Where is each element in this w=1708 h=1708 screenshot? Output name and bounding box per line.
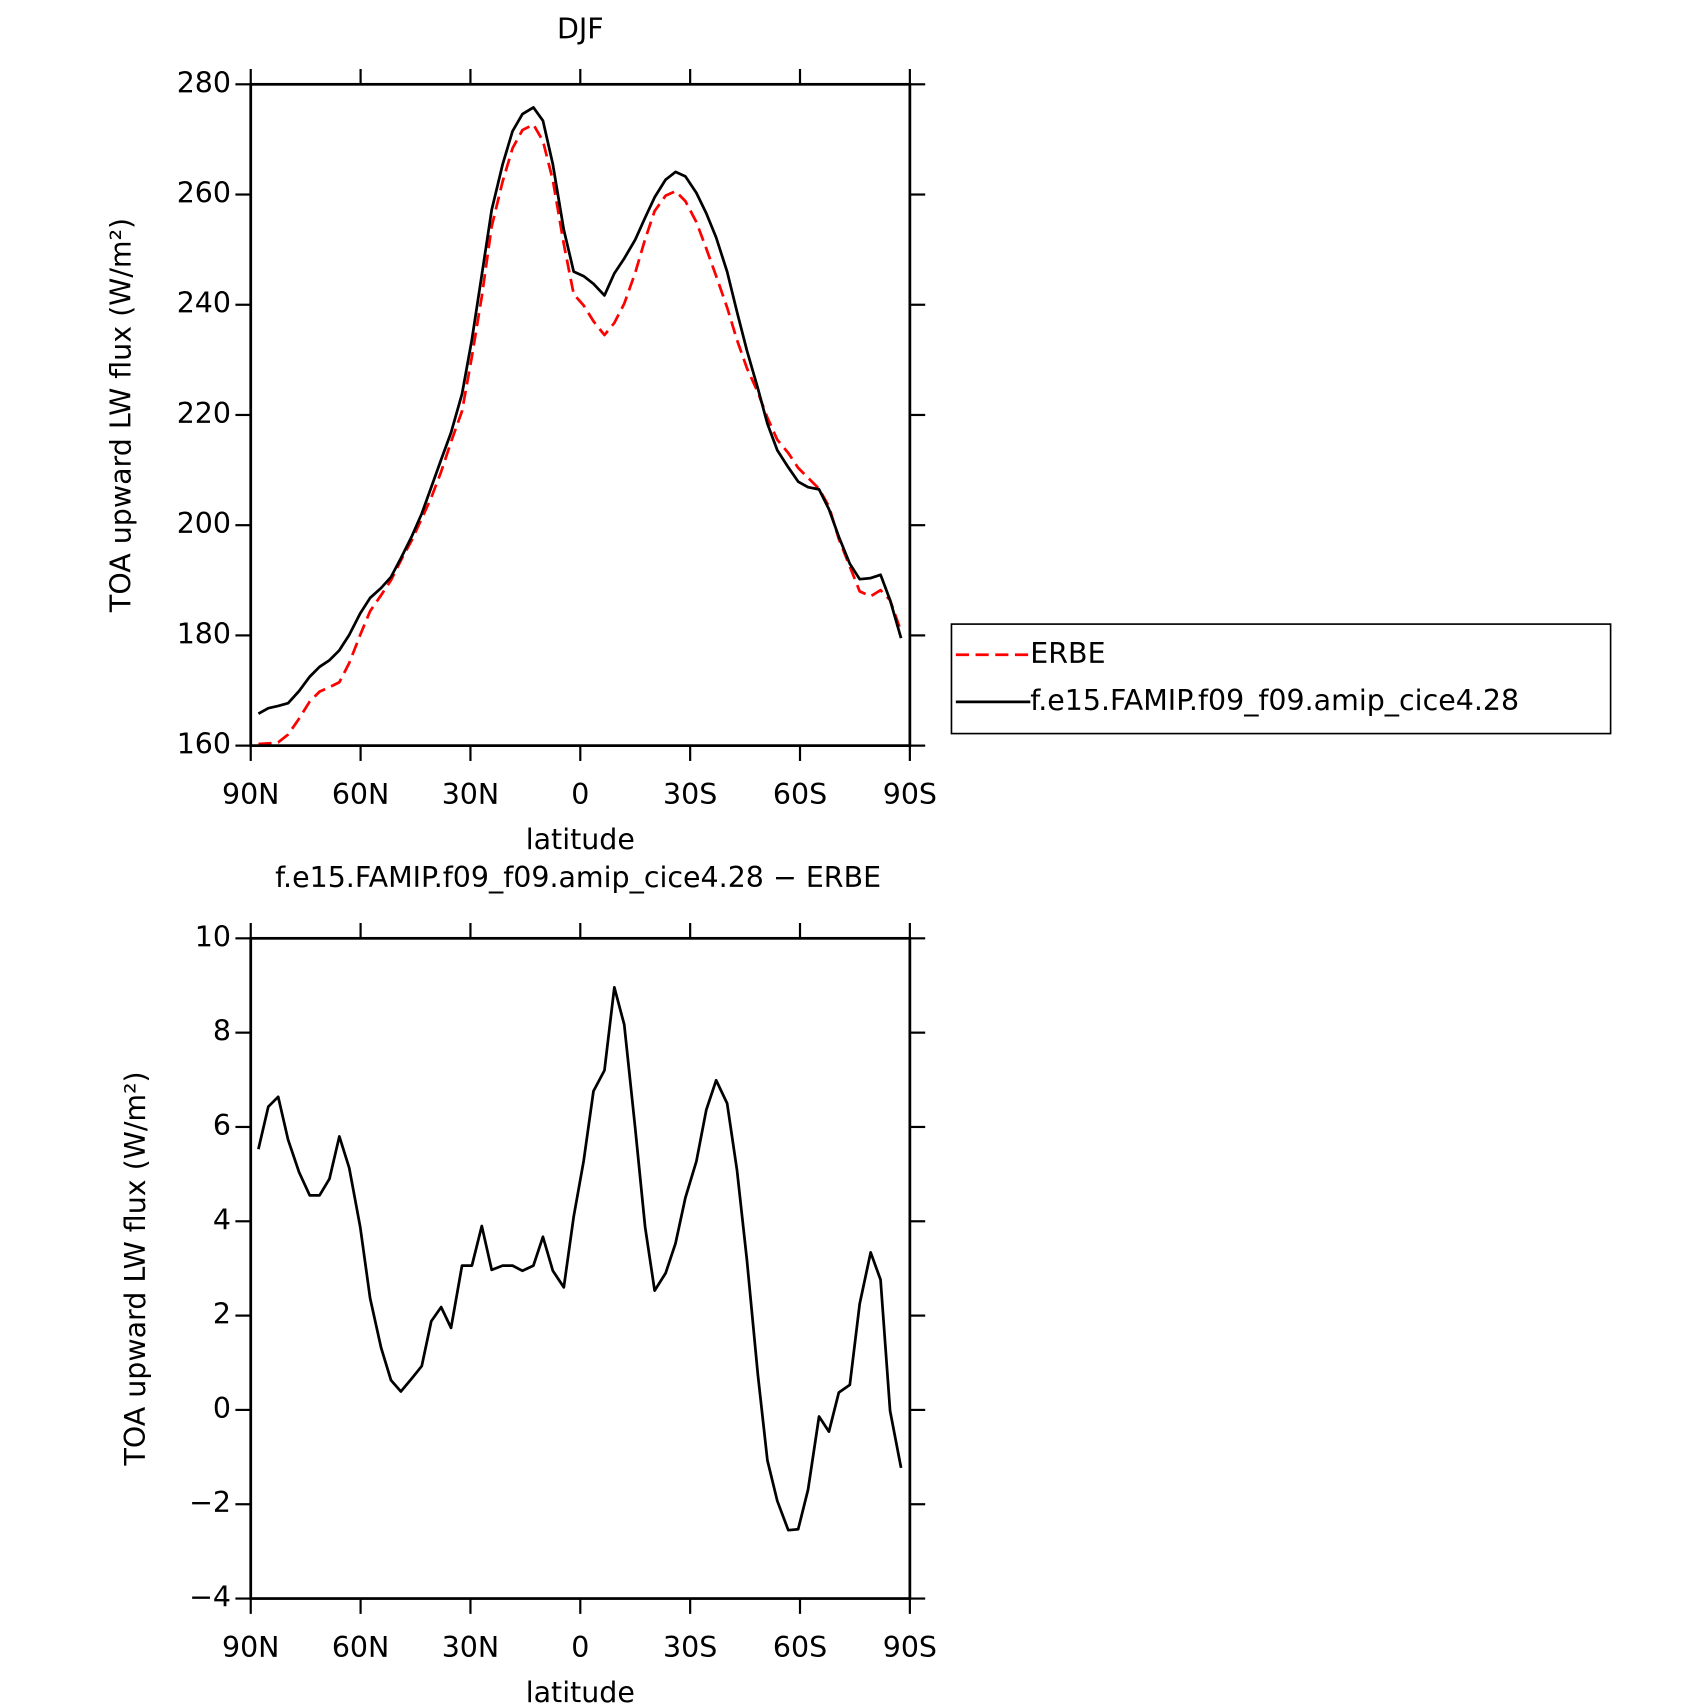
y-tick-label: 160 xyxy=(177,728,231,761)
x-tick-label: 60S xyxy=(773,1631,827,1664)
legend-box xyxy=(950,623,1612,735)
chart-title: f.e15.FAMIP.f09_f09.amip_cice4.28 − ERBE xyxy=(275,861,881,894)
legend-label: f.e15.FAMIP.f09_f09.amip_cice4.28 xyxy=(1030,684,1519,717)
y-tick-label: 220 xyxy=(177,397,231,430)
x-tick-label: 30N xyxy=(442,778,500,811)
x-tick-label: 90S xyxy=(883,778,937,811)
figure-content: DJF latitude TOA upward LW flux (W/m²) 160 1… xyxy=(105,13,1612,1708)
plot-frame xyxy=(249,936,912,1600)
panel: f.e15.FAMIP.f09_f09.amip_cice4.28 − ERBE… xyxy=(119,861,937,1708)
y-tick-label: 4 xyxy=(213,1203,231,1236)
x-tick-label: 90N xyxy=(222,1631,280,1664)
x-tick-label: 90N xyxy=(222,778,280,811)
y-axis-label: TOA upward LW flux (W/m²) xyxy=(105,218,138,613)
plot-frame xyxy=(249,82,912,747)
data-line xyxy=(257,106,903,715)
x-tick-label: 90S xyxy=(883,1631,937,1664)
y-axis-label: TOA upward LW flux (W/m²) xyxy=(119,1071,152,1466)
x-tick-label: 30S xyxy=(663,1631,717,1664)
y-tick-label: 6 xyxy=(213,1109,231,1142)
legend-label: ERBE xyxy=(1030,637,1105,670)
x-tick-label: 0 xyxy=(571,1631,589,1664)
y-tick-label: 260 xyxy=(177,177,231,210)
y-tick-label: −4 xyxy=(189,1581,231,1614)
x-tick-label: 60N xyxy=(332,778,390,811)
y-tick-label: 200 xyxy=(177,507,231,540)
x-axis-label: latitude xyxy=(526,1676,635,1708)
y-tick-label: −2 xyxy=(189,1486,231,1519)
x-axis-label: latitude xyxy=(526,823,635,856)
chart-title: DJF xyxy=(557,13,604,46)
y-tick-label: 240 xyxy=(177,287,231,320)
y-tick-label: 0 xyxy=(213,1392,231,1425)
x-tick-label: 0 xyxy=(571,778,589,811)
x-tick-label: 30N xyxy=(442,1631,500,1664)
y-tick-label: 2 xyxy=(213,1298,231,1331)
data-line xyxy=(258,123,903,746)
y-tick-label: 10 xyxy=(195,920,231,953)
y-tick-label: 180 xyxy=(177,617,231,650)
y-tick-label: 280 xyxy=(177,66,231,99)
x-tick-label: 60S xyxy=(773,778,827,811)
y-tick-label: 8 xyxy=(213,1015,231,1048)
panel: DJF latitude TOA upward LW flux (W/m²) 160 1… xyxy=(105,13,1612,856)
x-tick-label: 30S xyxy=(663,778,717,811)
x-tick-label: 60N xyxy=(332,1631,390,1664)
data-line xyxy=(257,986,903,1532)
